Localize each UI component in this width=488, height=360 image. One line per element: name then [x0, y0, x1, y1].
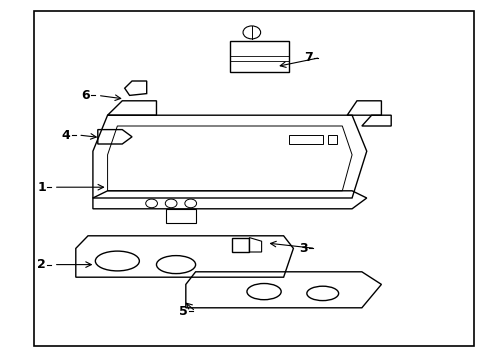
Text: 4: 4: [61, 129, 70, 141]
Text: 7: 7: [303, 51, 312, 64]
Text: 1: 1: [37, 181, 46, 194]
Bar: [288, 135, 322, 144]
Text: 3: 3: [298, 242, 307, 255]
Bar: [166, 209, 195, 223]
Bar: [327, 135, 337, 144]
Bar: [229, 41, 288, 72]
Text: 2: 2: [37, 258, 46, 271]
Text: 5: 5: [179, 305, 187, 318]
Text: 6: 6: [81, 89, 90, 102]
